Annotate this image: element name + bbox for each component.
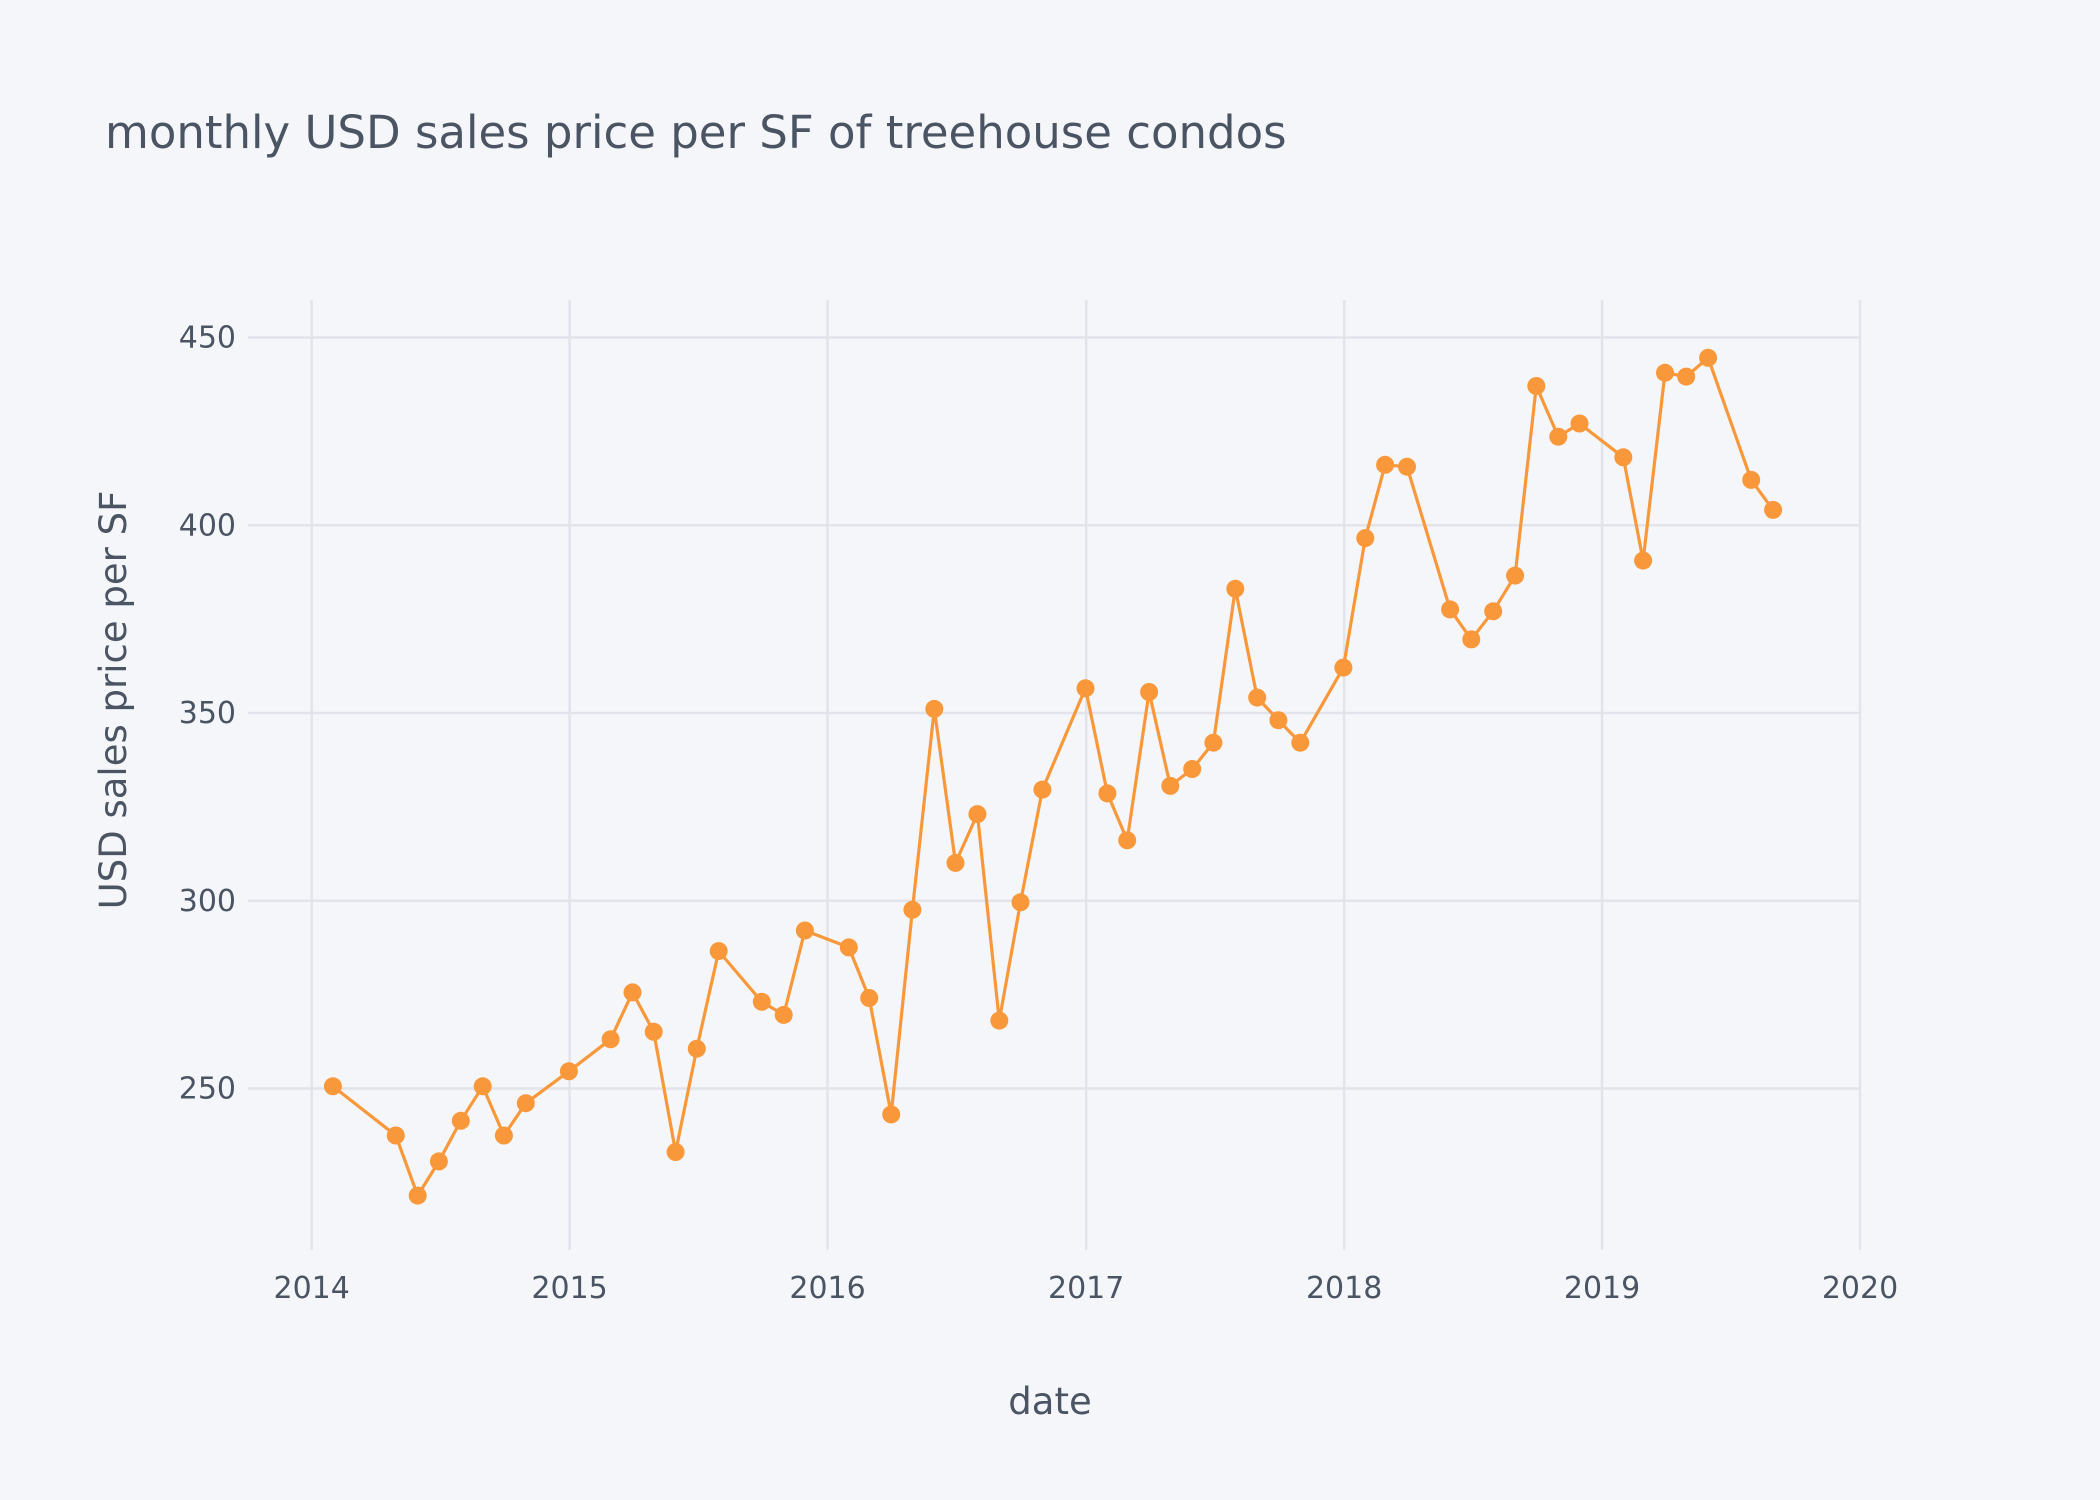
data-point bbox=[1506, 566, 1525, 585]
x-axis-ticks: 2014 2015 2016 2017 2018 2019 2020 bbox=[274, 1271, 1899, 1306]
data-point bbox=[494, 1126, 513, 1145]
data-point bbox=[946, 853, 965, 872]
x-tick-label: 2020 bbox=[1822, 1271, 1898, 1306]
data-point bbox=[1614, 448, 1633, 467]
data-point bbox=[386, 1126, 405, 1145]
data-point bbox=[1033, 780, 1052, 799]
data-point bbox=[1118, 831, 1137, 850]
data-point bbox=[323, 1077, 342, 1096]
data-point bbox=[860, 989, 879, 1007]
y-tick-label: 400 bbox=[179, 508, 236, 543]
x-tick-label: 2016 bbox=[789, 1271, 865, 1306]
data-point bbox=[1183, 760, 1202, 778]
x-tick-label: 2017 bbox=[1048, 1271, 1124, 1306]
data-point bbox=[1334, 658, 1353, 677]
data-point bbox=[1098, 784, 1117, 803]
chart-title: monthly USD sales price per SF of treeho… bbox=[105, 106, 1287, 159]
data-point bbox=[1462, 630, 1481, 649]
data-point bbox=[644, 1022, 663, 1041]
y-tick-label: 250 bbox=[179, 1072, 236, 1107]
data-point bbox=[408, 1186, 427, 1205]
y-axis-ticks: 250 300 350 400 450 bbox=[179, 321, 236, 1107]
y-tick-label: 350 bbox=[179, 696, 236, 731]
data-point bbox=[774, 1005, 793, 1024]
data-point bbox=[1527, 377, 1546, 395]
x-tick-label: 2014 bbox=[274, 1271, 350, 1306]
data-point bbox=[903, 900, 922, 919]
data-point bbox=[1011, 893, 1030, 912]
data-point bbox=[623, 983, 642, 1002]
data-point bbox=[968, 805, 987, 824]
data-point bbox=[1634, 551, 1653, 570]
data-point bbox=[925, 699, 944, 718]
x-gridlines bbox=[310, 300, 1862, 1250]
data-point bbox=[473, 1077, 492, 1096]
data-point bbox=[1677, 367, 1696, 386]
data-point bbox=[451, 1111, 470, 1130]
data-point bbox=[1226, 579, 1245, 598]
y-tick-label: 300 bbox=[179, 884, 236, 919]
y-gridlines bbox=[248, 336, 1860, 1090]
data-point bbox=[516, 1094, 535, 1113]
x-tick-label: 2018 bbox=[1306, 1271, 1382, 1306]
x-axis-label: date bbox=[1008, 1380, 1091, 1423]
data-point bbox=[1441, 600, 1460, 619]
data-point bbox=[1076, 679, 1095, 698]
data-point bbox=[1764, 500, 1783, 519]
data-point bbox=[1742, 470, 1761, 489]
data-point bbox=[1356, 529, 1375, 548]
data-point bbox=[839, 938, 858, 957]
data-point bbox=[1140, 683, 1159, 701]
data-point bbox=[990, 1011, 1009, 1030]
data-point bbox=[1161, 776, 1180, 795]
data-point bbox=[1376, 455, 1395, 474]
data-point bbox=[1204, 733, 1223, 752]
data-point bbox=[1398, 457, 1416, 476]
data-point bbox=[559, 1062, 578, 1081]
data-point bbox=[752, 992, 771, 1011]
data-point bbox=[1269, 711, 1288, 730]
y-tick-label: 450 bbox=[179, 321, 236, 356]
data-point bbox=[882, 1105, 901, 1124]
data-point bbox=[1549, 427, 1568, 446]
data-point bbox=[429, 1152, 448, 1171]
data-point bbox=[1570, 414, 1589, 433]
data-point bbox=[1484, 602, 1503, 621]
data-point bbox=[601, 1030, 620, 1049]
data-point bbox=[666, 1143, 685, 1161]
data-point bbox=[1656, 363, 1674, 382]
series-points bbox=[323, 348, 1783, 1205]
y-axis-label: USD sales price per SF bbox=[92, 491, 135, 910]
data-point bbox=[1699, 348, 1718, 367]
data-point bbox=[1248, 688, 1267, 707]
data-point bbox=[1291, 733, 1310, 752]
x-tick-label: 2019 bbox=[1564, 1271, 1640, 1306]
data-point bbox=[795, 921, 814, 940]
x-tick-label: 2015 bbox=[531, 1271, 607, 1306]
data-point bbox=[687, 1039, 706, 1058]
data-point bbox=[709, 942, 728, 961]
